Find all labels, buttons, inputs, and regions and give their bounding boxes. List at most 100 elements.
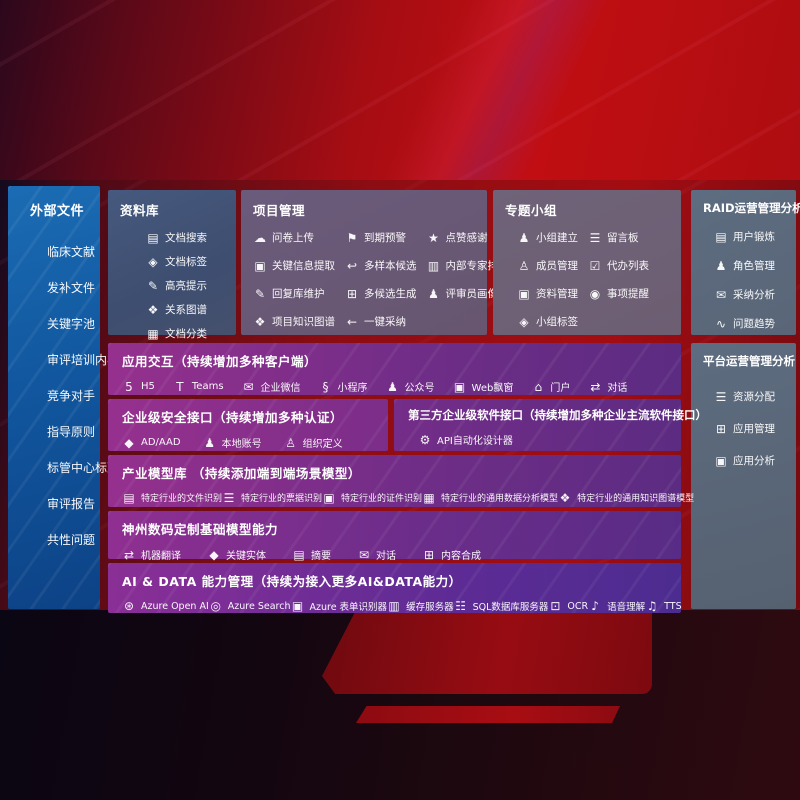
client-item: T Teams (173, 379, 223, 394)
industry-model-row: 产业模型库 （持续添加端到端场景模型） ▤ 特定行业的文件识别 ☰ 特定行业的票… (108, 455, 694, 507)
group-tag-icon: ◈ (519, 314, 529, 329)
client-item: ♟ 公众号 (387, 379, 435, 395)
sidebar-item: 关键字池 (47, 317, 96, 331)
feature-item: ← 一键采纳 (346, 314, 406, 329)
sidebar-item: 竞争对手 (47, 389, 96, 403)
doc-search-icon: ▤ (147, 230, 159, 245)
thumbs-up-icon: ★ (428, 230, 439, 245)
third-party-item-list: ⚙ API自动化设计器 (408, 432, 671, 448)
interaction-item-list: 5 H5 T Teams ✉ 企业微信 § 小程序 ♟ 公众号 ▣ Web飘窗 (122, 379, 669, 395)
sidebar-title: 外部文件 (30, 204, 85, 219)
model-item: ▤ 特定行业的文件识别 (123, 490, 223, 505)
chat-icon: ✉ (358, 547, 370, 562)
ocr-icon: ⊡ (550, 599, 561, 613)
capability-item: ⊞ 内容合成 (423, 547, 481, 563)
model-item: ❖ 特定行业的通用知识图谱模型 (559, 490, 695, 505)
ai-service-item: ☷ SQL数据库服务器 (455, 599, 549, 613)
auth-item: ♟ 本地账号 (204, 435, 262, 451)
wechat-work-icon: ✉ (243, 379, 254, 394)
key-info-extract-icon: ▣ (254, 258, 266, 273)
receipt-recognition-icon: ☰ (223, 490, 235, 505)
relation-graph-icon: ❖ (147, 302, 159, 317)
client-item: ✉ 企业微信 (243, 379, 301, 395)
feature-item: ◈ 小组标签 (517, 314, 578, 329)
topic-group-box: 专题小组 ♟ 小组建立 ♙ 成员管理 ▣ 资料管理 ◈ 小组标签 (493, 190, 681, 335)
api-designer-icon: ⚙ (419, 432, 431, 447)
background-red-gradient (0, 0, 800, 210)
ai-service-item: ⊡ OCR (550, 599, 589, 613)
red-glow-shape (322, 612, 652, 694)
external-files-sidebar: 外部文件 临床文献 发补文件 关键字池 审评培训内容 竞争对手 指导原则 标管中… (8, 186, 120, 609)
group-column-2: ☰ 留言板 ☑ 代办列表 ◉ 事项提醒 (588, 230, 649, 329)
api-item: ⚙ API自动化设计器 (419, 432, 513, 448)
group-create-icon: ♟ (518, 230, 530, 245)
feature-item: ◉ 事项提醒 (589, 286, 649, 301)
cache-server-icon: ▥ (388, 599, 400, 613)
feature-item: ◈ 文档标签 (146, 254, 236, 269)
feature-item: ✎ 高亮提示 (147, 278, 207, 293)
speech-understanding-icon: ♪ (591, 599, 599, 613)
teams-icon: T (176, 379, 184, 394)
ai-service-item: ⊛ Azure Open AI (123, 599, 209, 613)
sidebar-item: 共性问题 (47, 533, 96, 547)
feature-item: ▤ 用户锻炼 (715, 229, 775, 244)
ai-service-item: ◎ Azure Search (210, 599, 291, 613)
client-item: § 小程序 (319, 379, 368, 395)
reminder-bell-icon: ◉ (589, 286, 601, 301)
feature-item: ▦ 文档分类 (147, 326, 207, 341)
project-title: 项目管理 (253, 203, 306, 218)
message-board-icon: ☰ (589, 230, 601, 245)
feature-item: ⊞ 多候选生成 (346, 286, 417, 301)
sidebar-item: 审评报告 (47, 497, 96, 511)
tag-icon: ◈ (148, 254, 158, 269)
third-party-title: 第三方企业级软件接口（持续增加多种企业主流软件接口） (408, 408, 707, 422)
auth-item: ♙ 组织定义 (285, 435, 343, 451)
highlight-pen-icon: ✎ (147, 278, 159, 293)
feature-item: ▥ 内部专家排名 (427, 258, 509, 273)
expert-ranking-icon: ▥ (427, 258, 440, 273)
sidebar-item: 标管中心标准 (47, 461, 120, 475)
platform-item-list: ☰ 资源分配 ⊞ 应用管理 ▣ 应用分析 (703, 389, 796, 468)
feature-item: ▣ 应用分析 (715, 453, 775, 468)
library-title: 资料库 (120, 203, 160, 218)
app-interaction-row: 应用交互（持续增加多种客户端） 5 H5 T Teams ✉ 企业微信 § 小程… (108, 343, 681, 395)
project-columns: ☁ 问卷上传 ▣ 关键信息提取 ✎ 回复库维护 ❖ 项目知识图谱 ⚑ (253, 230, 509, 329)
feature-item: ☰ 资源分配 (715, 389, 775, 404)
capability-item: ▤ 摘要 (293, 547, 331, 563)
custom-base-model-row: 神州数码定制基础模型能力 ⇄ 机器翻译 ◆ 关键实体 ▤ 摘要 ✉ 对话 ⊞ 内… (108, 511, 681, 563)
feature-item: ⊞ 应用管理 (715, 421, 775, 436)
custom-model-title: 神州数码定制基础模型能力 (122, 522, 279, 537)
multi-generate-icon: ⊞ (346, 286, 358, 301)
one-click-adopt-icon: ← (346, 314, 358, 329)
model-item: ▦ 特定行业的通用数据分析模型 (423, 490, 559, 505)
feature-item: ✉ 采纳分析 (715, 287, 775, 302)
capability-item: ◆ 关键实体 (207, 547, 266, 563)
role-manage-icon: ♟ (715, 258, 727, 273)
feature-item: ❖ 关系图谱 (147, 302, 207, 317)
sql-server-icon: ☷ (455, 599, 466, 613)
feature-item: ♟ 角色管理 (715, 258, 775, 273)
security-item-list: ◆ AD/AAD ♟ 本地账号 ♙ 组织定义 (122, 435, 378, 451)
ai-data-title: AI & DATA 能力管理（持续为接入更多AI&DATA能力） (122, 574, 462, 589)
raid-operations-box: RAID运营管理分析 ▤ 用户锻炼 ♟ 角色管理 ✉ 采纳分析 ∿ 问题趋势 (691, 190, 800, 335)
sidebar-item: 发补文件 (47, 281, 96, 295)
feature-item: ♟ 评审员画像 (428, 286, 498, 301)
feature-item: ★ 点赞感谢 (428, 230, 488, 245)
issue-trend-icon: ∿ (715, 316, 727, 331)
red-glow-bar (356, 706, 620, 723)
miniprogram-icon: § (322, 379, 329, 394)
content-compose-icon: ⊞ (423, 547, 435, 562)
raid-item-list: ▤ 用户锻炼 ♟ 角色管理 ✉ 采纳分析 ∿ 问题趋势 (703, 229, 796, 331)
ai-data-management-row: AI & DATA 能力管理（持续为接入更多AI&DATA能力） ⊛ Azure… (108, 563, 682, 613)
data-analysis-model-icon: ▦ (423, 490, 435, 505)
todo-list-icon: ☑ (589, 258, 601, 273)
file-recognition-icon: ▤ (123, 490, 135, 505)
model-item: ☰ 特定行业的票据识别 (223, 490, 323, 505)
client-item: ⇄ 对话 (590, 379, 628, 395)
doc-classify-icon: ▦ (147, 326, 159, 341)
feature-item: ▤ 文档搜索 (147, 230, 207, 245)
cloud-upload-icon: ☁ (254, 230, 266, 245)
platform-operations-box: 平台运营管理分析 ☰ 资源分配 ⊞ 应用管理 ▣ 应用分析 (691, 343, 796, 609)
custom-model-item-list: ⇄ 机器翻译 ◆ 关键实体 ▤ 摘要 ✉ 对话 ⊞ 内容合成 (122, 547, 669, 563)
